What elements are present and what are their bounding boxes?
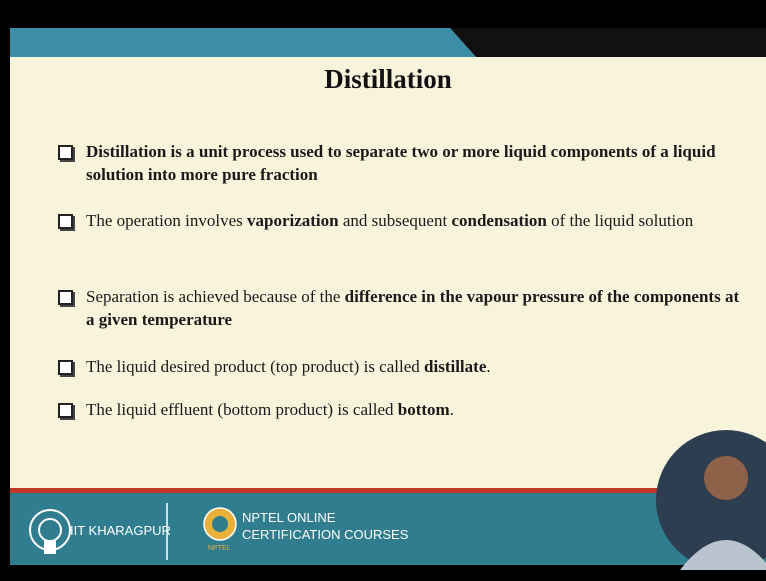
top-band-dark <box>450 28 766 57</box>
bullet: The liquid effluent (bottom product) is … <box>58 398 746 421</box>
institute-name: IIT KHARAGPUR <box>70 523 171 538</box>
bullet: The operation involves vaporization and … <box>58 209 746 232</box>
text-run: The liquid effluent (bottom product) is … <box>86 400 398 419</box>
text-run: vaporization <box>247 211 339 230</box>
text-run: difference in the vapour pressure of the… <box>86 287 740 329</box>
red-line <box>10 488 766 493</box>
text-run: distillate <box>424 357 487 376</box>
slide: Distillation Distillation is a unit proc… <box>10 0 766 581</box>
text-run: Distillation is a unit process used to s… <box>86 142 716 184</box>
text-run: . <box>449 400 454 419</box>
top-band <box>10 28 476 57</box>
text-run: of the liquid solution <box>546 211 694 230</box>
course-line: CERTIFICATION COURSES <box>242 527 409 542</box>
bullet-box <box>58 403 73 418</box>
footer-band <box>10 493 766 565</box>
slide-title: Distillation <box>324 64 452 94</box>
text-run: . <box>486 357 491 376</box>
bottom-bar <box>10 565 766 581</box>
text-run: and subsequent <box>338 211 452 230</box>
logo-text: NPTEL <box>208 545 231 552</box>
bullet-box <box>58 360 73 375</box>
bullet: The liquid desired product (top product)… <box>58 355 746 378</box>
bullet-box <box>58 145 73 160</box>
text-run: bottom <box>397 400 450 419</box>
slide-decoration <box>10 0 766 581</box>
course-line: NPTEL ONLINE <box>242 510 336 525</box>
text-run: condensation <box>451 211 547 230</box>
bullet: Separation is achieved because of the di… <box>58 285 746 331</box>
nptel-logo <box>203 507 237 541</box>
text-run: The liquid desired product (top product)… <box>86 357 425 376</box>
iit-logo <box>29 509 71 554</box>
top-bar <box>10 0 766 28</box>
presenter-body <box>680 540 766 570</box>
bullet-box <box>58 290 73 305</box>
text-run: The operation involves <box>86 211 247 230</box>
bullet: Distillation is a unit process used to s… <box>58 140 746 186</box>
presenter-head <box>704 456 748 500</box>
bullet-box <box>58 214 73 229</box>
text-run: Separation is achieved because of the <box>86 287 345 306</box>
